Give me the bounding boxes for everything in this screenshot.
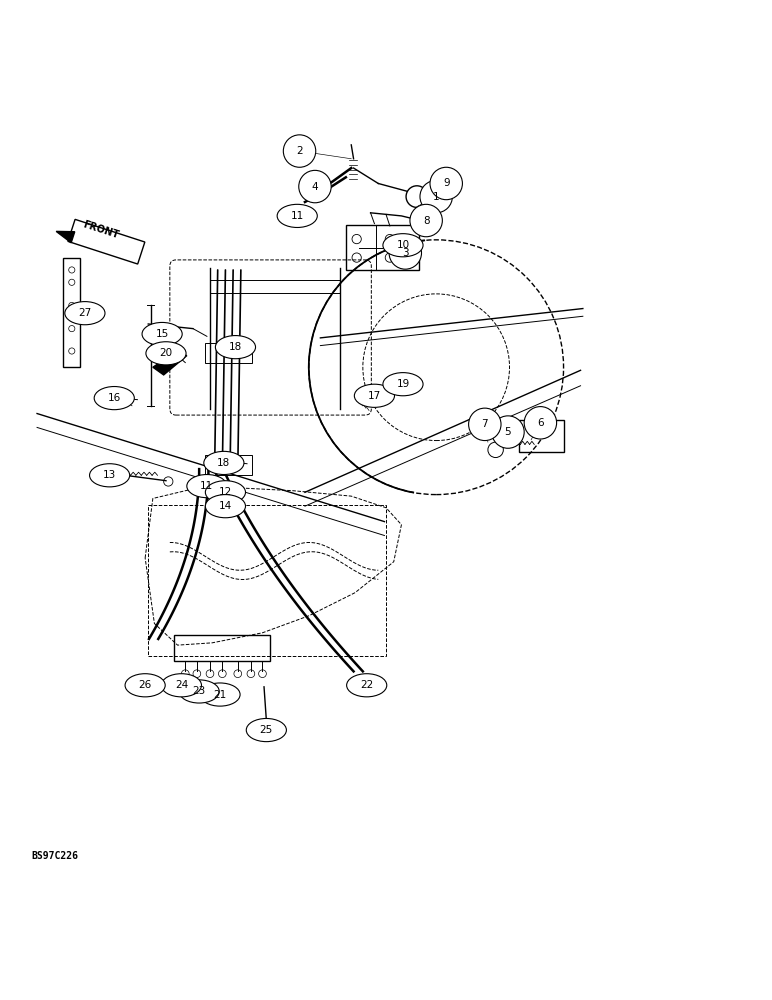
Ellipse shape — [215, 336, 256, 359]
Circle shape — [469, 408, 501, 441]
Text: 8: 8 — [423, 216, 429, 226]
Ellipse shape — [187, 475, 227, 498]
Ellipse shape — [204, 451, 244, 475]
Text: 20: 20 — [159, 348, 173, 358]
Text: 23: 23 — [192, 686, 206, 696]
Bar — [68, 219, 145, 264]
Text: 25: 25 — [259, 725, 273, 735]
Text: FRONT: FRONT — [81, 219, 120, 240]
Ellipse shape — [246, 718, 286, 742]
Text: 22: 22 — [360, 680, 374, 690]
Polygon shape — [56, 231, 75, 243]
Text: BS97C226: BS97C226 — [31, 851, 78, 861]
Bar — [205, 343, 252, 363]
Ellipse shape — [65, 302, 105, 325]
Circle shape — [420, 180, 452, 213]
Bar — [148, 505, 386, 656]
Text: 7: 7 — [482, 419, 488, 429]
Ellipse shape — [347, 674, 387, 697]
Text: 3: 3 — [402, 248, 408, 258]
Ellipse shape — [277, 204, 317, 227]
Bar — [205, 455, 252, 475]
Text: 15: 15 — [155, 329, 169, 339]
Text: 11: 11 — [290, 211, 304, 221]
Text: 14: 14 — [218, 501, 232, 511]
Ellipse shape — [354, 384, 394, 407]
Text: 19: 19 — [396, 379, 410, 389]
Ellipse shape — [383, 373, 423, 396]
Circle shape — [389, 237, 422, 269]
Polygon shape — [153, 352, 187, 375]
Text: 11: 11 — [200, 481, 214, 491]
Circle shape — [492, 416, 524, 448]
Bar — [63, 258, 80, 367]
Text: 1: 1 — [433, 192, 439, 202]
Ellipse shape — [205, 495, 245, 518]
Text: 16: 16 — [107, 393, 121, 403]
Bar — [519, 420, 564, 452]
Text: 21: 21 — [213, 690, 227, 700]
Text: 27: 27 — [78, 308, 92, 318]
Bar — [346, 225, 419, 270]
Circle shape — [524, 407, 557, 439]
Text: 5: 5 — [505, 427, 511, 437]
Text: 26: 26 — [138, 680, 152, 690]
Ellipse shape — [125, 674, 165, 697]
Text: 10: 10 — [396, 240, 410, 250]
Text: 2: 2 — [296, 146, 303, 156]
Ellipse shape — [205, 481, 245, 504]
Text: 17: 17 — [367, 391, 381, 401]
Text: 13: 13 — [103, 470, 117, 480]
Text: 6: 6 — [537, 418, 543, 428]
Ellipse shape — [146, 342, 186, 365]
Ellipse shape — [142, 322, 182, 346]
Text: 18: 18 — [229, 342, 242, 352]
Circle shape — [299, 170, 331, 203]
Ellipse shape — [94, 387, 134, 410]
Text: 18: 18 — [217, 458, 231, 468]
Ellipse shape — [161, 674, 201, 697]
Circle shape — [410, 204, 442, 237]
Text: 4: 4 — [312, 182, 318, 192]
Text: 9: 9 — [443, 178, 449, 188]
Text: 12: 12 — [218, 487, 232, 497]
Circle shape — [283, 135, 316, 167]
Ellipse shape — [179, 680, 219, 703]
Text: 24: 24 — [174, 680, 188, 690]
Ellipse shape — [200, 683, 240, 706]
Ellipse shape — [383, 234, 423, 257]
Circle shape — [430, 167, 462, 200]
Ellipse shape — [90, 464, 130, 487]
Bar — [174, 635, 270, 661]
